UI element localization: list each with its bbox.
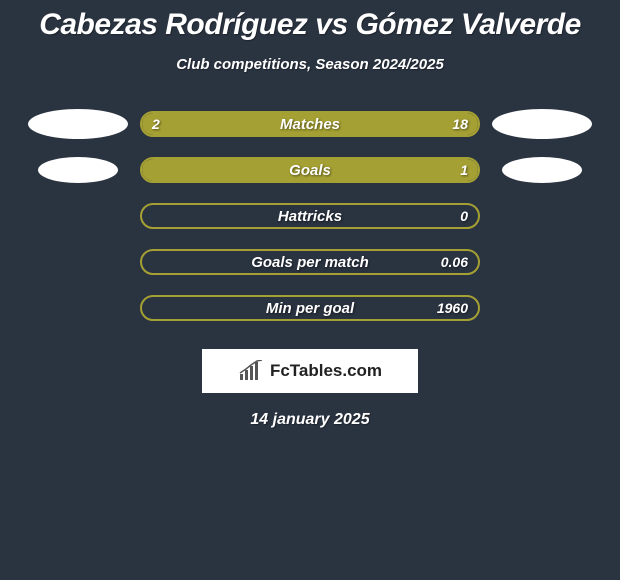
avatar-slot-right xyxy=(492,109,592,139)
logo-box: FcTables.com xyxy=(202,349,418,393)
player-avatar-left xyxy=(38,157,118,183)
avatar-slot-left xyxy=(28,157,128,183)
stat-bar: 1960Min per goal xyxy=(140,295,480,321)
page-title: Cabezas Rodríguez vs Gómez Valverde xyxy=(0,0,620,42)
stat-row: 1960Min per goal xyxy=(0,285,620,331)
stat-label: Min per goal xyxy=(142,297,478,319)
date-text: 14 january 2025 xyxy=(0,411,620,429)
stat-label: Goals xyxy=(142,159,478,181)
stat-bar: 218Matches xyxy=(140,111,480,137)
player-avatar-right xyxy=(502,157,582,183)
page-subtitle: Club competitions, Season 2024/2025 xyxy=(0,56,620,73)
stat-row: 0Hattricks xyxy=(0,193,620,239)
stats-container: 218Matches 1Goals 0Hattricks 0.06Goals per … xyxy=(0,101,620,331)
stat-bar: 0.06Goals per match xyxy=(140,249,480,275)
player-avatar-left xyxy=(28,109,128,139)
bar-chart-icon xyxy=(238,360,264,382)
stat-row: 1Goals xyxy=(0,147,620,193)
avatar-slot-right xyxy=(492,157,592,183)
stat-label: Hattricks xyxy=(142,205,478,227)
avatar-slot-left xyxy=(28,109,128,139)
stat-label: Matches xyxy=(142,113,478,135)
stat-row: 0.06Goals per match xyxy=(0,239,620,285)
player-avatar-right xyxy=(492,109,592,139)
stat-bar: 1Goals xyxy=(140,157,480,183)
stat-label: Goals per match xyxy=(142,251,478,273)
stat-row: 218Matches xyxy=(0,101,620,147)
logo-text: FcTables.com xyxy=(270,361,382,381)
stat-bar: 0Hattricks xyxy=(140,203,480,229)
